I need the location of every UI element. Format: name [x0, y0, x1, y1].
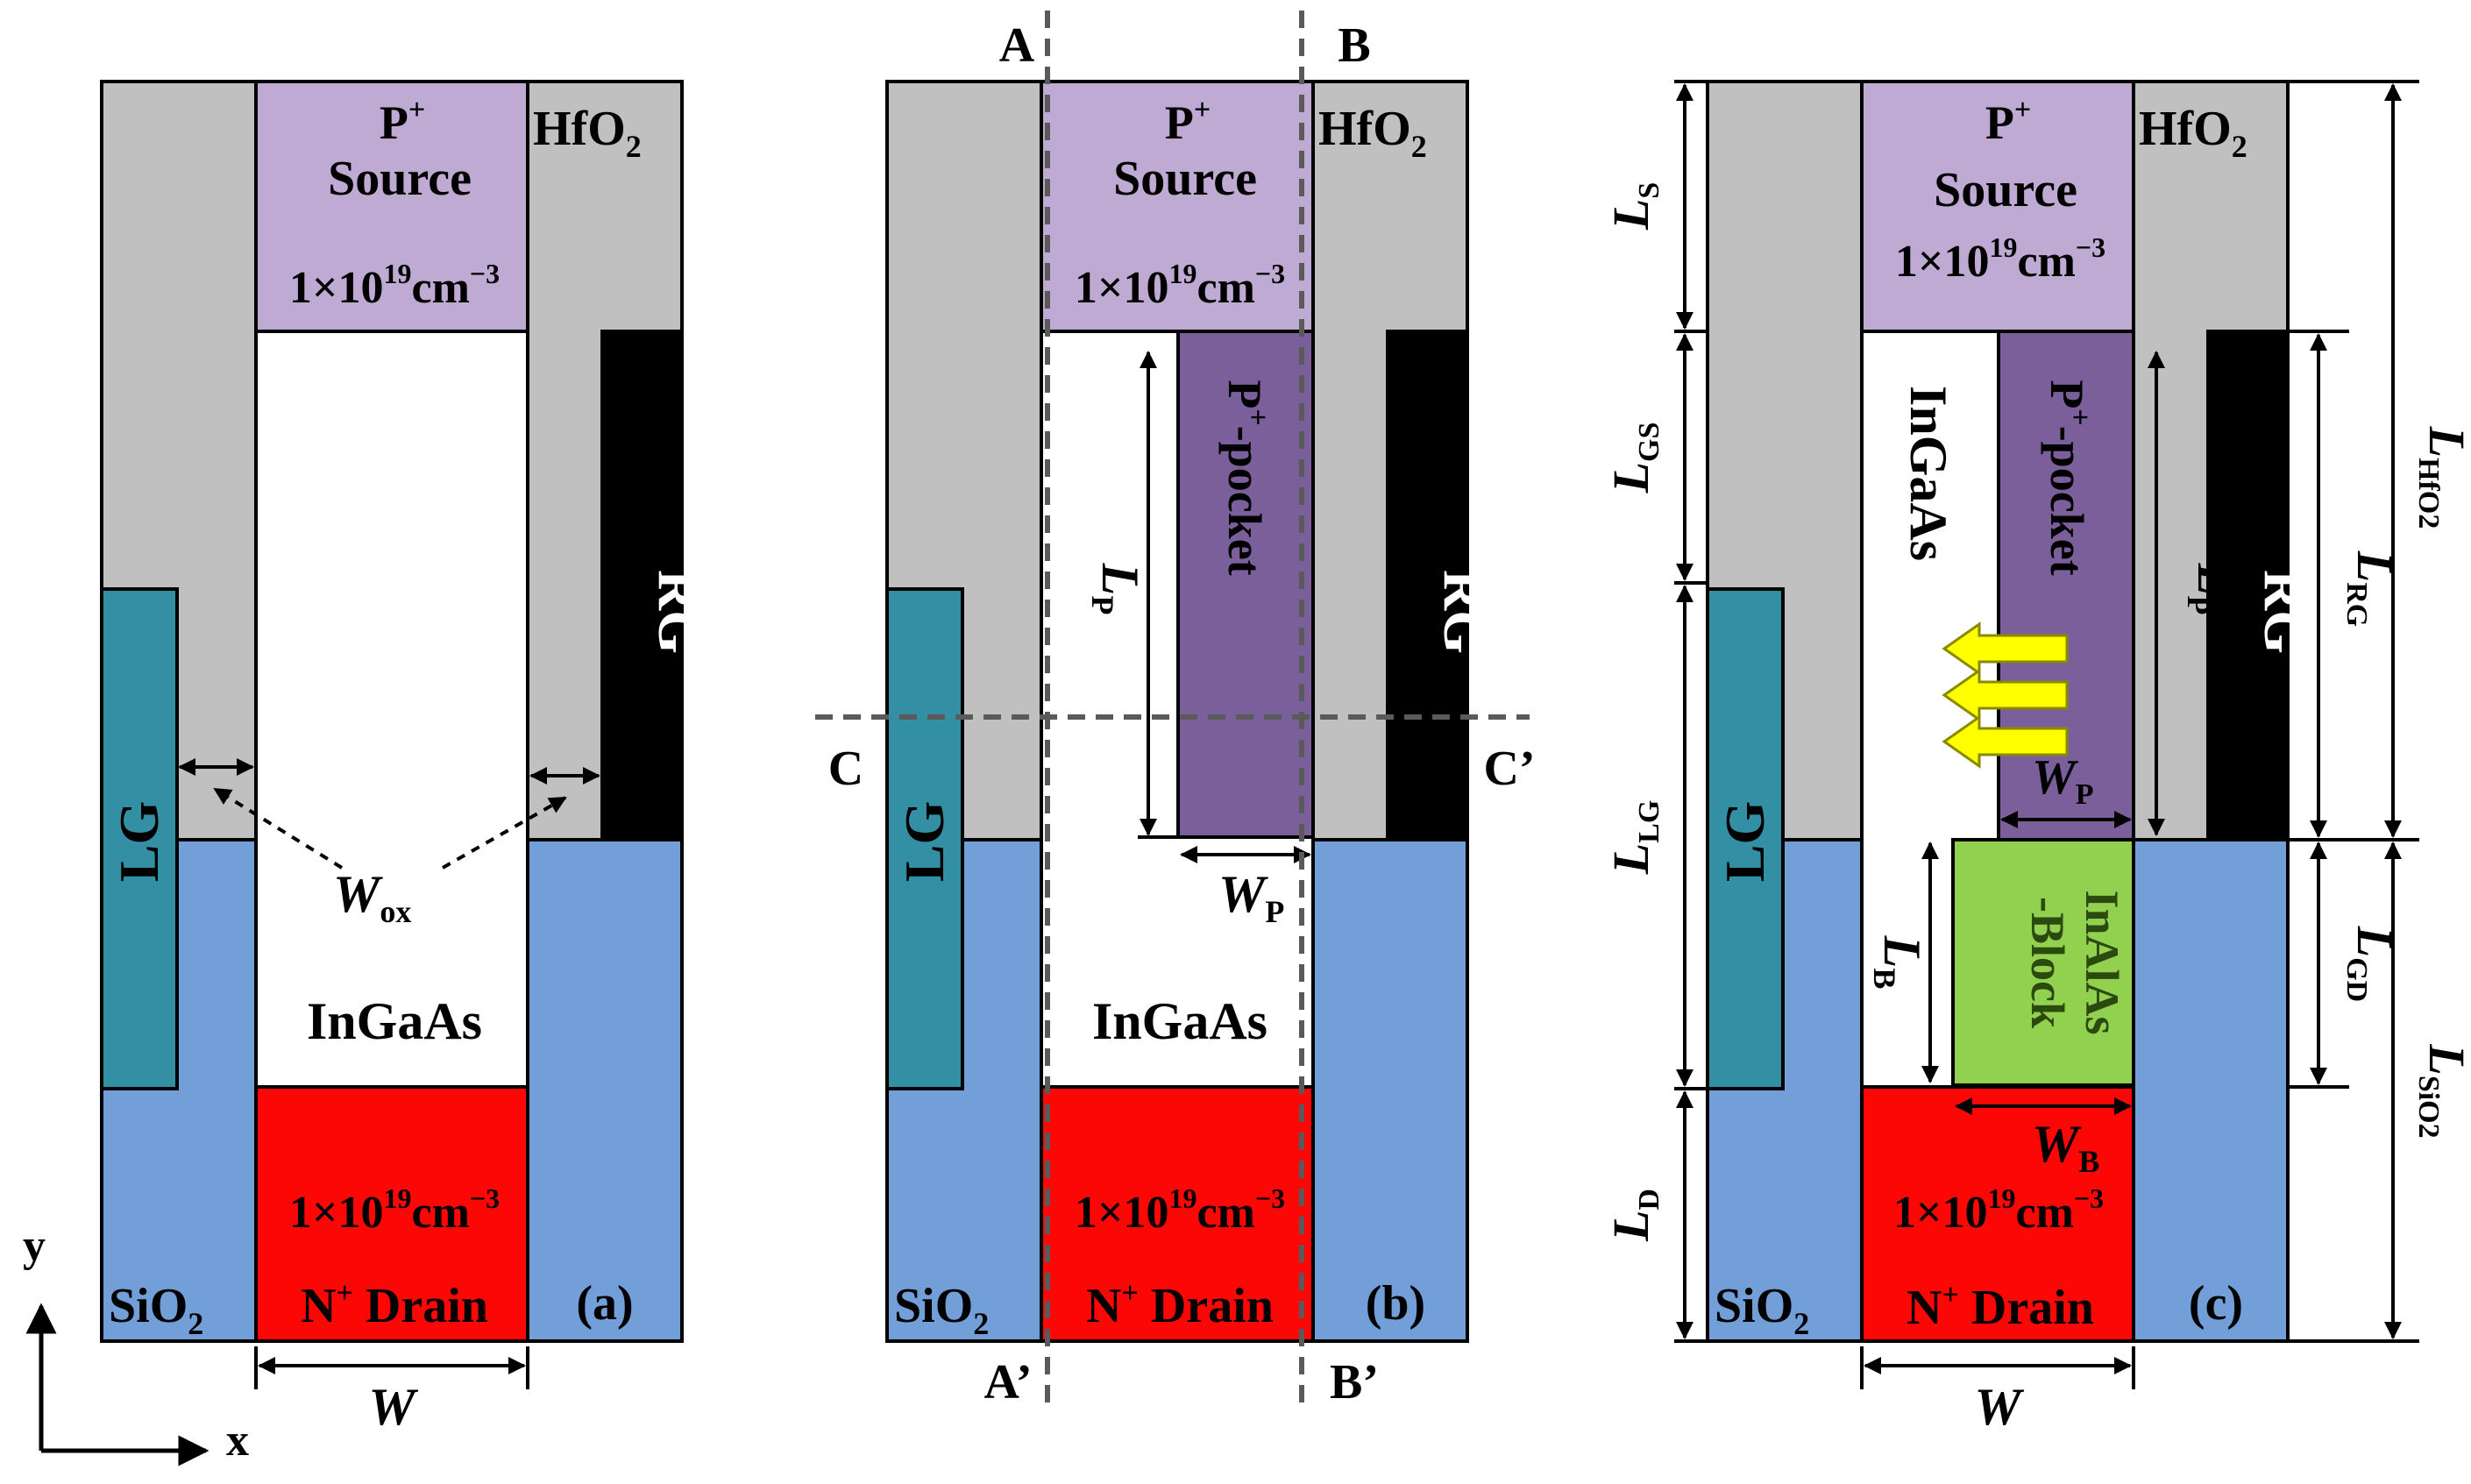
panel-tag-c: (c): [2189, 1276, 2243, 1331]
panel-tag-a: (a): [576, 1276, 633, 1331]
lrg-label: LRG: [2340, 550, 2404, 627]
left-gate: [885, 587, 964, 1090]
source-region: [1860, 80, 2135, 333]
right-gate: [1386, 330, 1469, 841]
lgd-label: LGD: [2340, 926, 2404, 1002]
drain-region: [1860, 1085, 2135, 1343]
sio2-label: SiO2: [109, 1279, 203, 1341]
sio2-label: SiO2: [894, 1279, 989, 1341]
source-doping: 1×1019cm−3: [1075, 258, 1285, 313]
wox-label: Wox: [333, 865, 411, 929]
sio2-label: SiO2: [1715, 1279, 1809, 1341]
tunnel-arrow-1: [1942, 621, 2069, 676]
wp-label: WP: [2032, 750, 2094, 811]
source-doping: 1×1019cm−3: [289, 258, 500, 313]
lsio2-label: LSiO2: [2412, 1043, 2471, 1138]
hfo2-label: HfO2: [533, 102, 642, 164]
cut-c-label: C: [828, 742, 863, 796]
source-region: [254, 80, 529, 333]
rg-label: RG: [647, 570, 709, 654]
ingaas-label: InGaAs: [1092, 992, 1267, 1050]
lg-label: LG: [108, 801, 170, 882]
lp-label: LP: [2181, 563, 2245, 615]
cut-b-label: B: [1338, 18, 1370, 73]
wox-pointer-right: [442, 796, 567, 870]
source-title: P+: [1165, 94, 1211, 149]
drain-doping: 1×1019cm−3: [1075, 1182, 1285, 1238]
cut-a2-label: A’: [984, 1355, 1033, 1409]
drain-region: [254, 1085, 529, 1343]
source-word: Source: [1934, 163, 2077, 217]
lp-label: LP: [1085, 563, 1149, 615]
y-axis-label: y: [23, 1221, 46, 1271]
panel-a: P+ Source 1×1019cm−3 HfO2 InGaAs 1×1019c…: [100, 80, 709, 1436]
drain-label: N+ Drain: [1907, 1279, 2094, 1335]
drain-doping: 1×1019cm−3: [289, 1182, 500, 1238]
tunnel-arrow-3: [1942, 714, 2069, 769]
lgs-label: LGS: [1602, 422, 1665, 494]
axes: y x: [23, 1221, 249, 1466]
x-axis-label: x: [226, 1416, 249, 1466]
ingaas-label: InGaAs: [307, 992, 482, 1050]
ingaas-label: InGaAs: [1899, 386, 1957, 561]
hfo2-label: HfO2: [2139, 102, 2247, 164]
drain-label: N+ Drain: [1086, 1277, 1274, 1333]
ls-label: LS: [1602, 182, 1665, 231]
tunneling-arrows: [1942, 621, 2069, 769]
w-label: W: [368, 1378, 418, 1436]
ingaas-channel: [254, 330, 529, 1089]
source-word: Source: [1113, 152, 1257, 206]
cut-a-label: A: [999, 18, 1035, 73]
tunnel-arrow-2: [1942, 668, 2069, 722]
cut-c2-label: C’: [1483, 742, 1535, 796]
ld-label: LD: [1602, 1189, 1665, 1242]
p-pocket-region: [1176, 330, 1315, 839]
pocket-label: P+-pocket: [2041, 380, 2096, 575]
source-word: Source: [328, 152, 472, 206]
source-region: [1040, 80, 1315, 333]
wp-label: WP: [1218, 865, 1284, 929]
right-gate: [600, 330, 684, 841]
drain-label: N+ Drain: [301, 1277, 488, 1333]
rg-label: RG: [1432, 570, 1495, 654]
left-gate: [100, 587, 179, 1090]
right-dimensions: LRG LGD LHfO2 LSiO2: [2288, 80, 2471, 1343]
sio2-right-region: [2132, 838, 2290, 1343]
cut-b2-label: B’: [1330, 1355, 1379, 1409]
rg-label: RG: [2253, 570, 2315, 654]
lhfo2-label: LHfO2: [2412, 426, 2471, 529]
source-title: P+: [380, 94, 425, 149]
panel-b: P+ Source 1×1019cm−3 HfO2 InGaAs 1×1019c…: [815, 11, 1536, 1409]
source-title: P+: [1985, 94, 2031, 149]
wox-pointer-left: [213, 787, 344, 870]
lb-label: LB: [1867, 935, 1931, 990]
hfo2-label: HfO2: [1318, 102, 1427, 164]
left-dimensions: LS LGS LLG LD: [1602, 80, 1708, 1343]
lg-label: LG: [893, 801, 955, 882]
drain-region: [1040, 1085, 1315, 1343]
lg-label: LG: [1714, 801, 1776, 882]
left-gate: [1706, 587, 1785, 1090]
llg-label: LLG: [1602, 800, 1665, 876]
inalas-block-region: [1951, 838, 2135, 1087]
sio2-right-region: [1311, 838, 1469, 1343]
panel-c: P+ Source 1×1019cm−3 HfO2 InGaAs 1×1019c…: [1602, 80, 2471, 1436]
pocket-label: P+-pocket: [1218, 380, 1274, 575]
panel-tag-b: (b): [1366, 1276, 1425, 1331]
right-gate: [2206, 330, 2290, 841]
sio2-right-region: [526, 838, 684, 1343]
wb-label: WB: [2032, 1115, 2099, 1179]
source-doping: 1×1019cm−3: [1895, 231, 2105, 287]
w-label: W: [1974, 1378, 2024, 1436]
block-label-line1: InAlAs: [2076, 890, 2128, 1034]
block-label-line2: -Block: [2021, 897, 2074, 1028]
drain-doping: 1×1019cm−3: [1893, 1182, 2104, 1238]
